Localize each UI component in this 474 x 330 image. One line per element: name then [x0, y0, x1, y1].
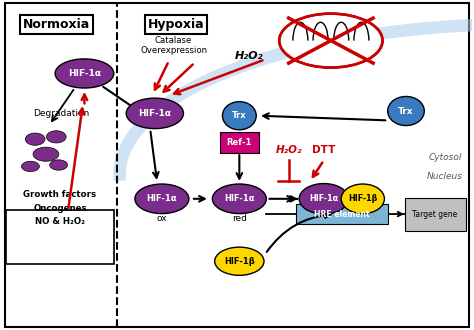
Ellipse shape — [215, 247, 264, 275]
Ellipse shape — [279, 14, 383, 68]
Ellipse shape — [25, 133, 45, 145]
Text: NO & H₂O₂: NO & H₂O₂ — [35, 217, 85, 226]
Text: Growth factors: Growth factors — [23, 190, 97, 199]
Text: H₂O₂: H₂O₂ — [275, 145, 302, 155]
Ellipse shape — [222, 102, 256, 130]
Text: HIF-1β: HIF-1β — [348, 194, 377, 203]
Ellipse shape — [388, 96, 424, 126]
Text: HIF-1α: HIF-1α — [138, 109, 172, 118]
Ellipse shape — [50, 160, 67, 170]
Ellipse shape — [21, 161, 39, 172]
Text: Normoxia: Normoxia — [23, 18, 90, 31]
Text: HIF-1α: HIF-1α — [68, 69, 101, 78]
Text: Hypoxia: Hypoxia — [148, 18, 204, 31]
Text: Degradation: Degradation — [33, 109, 89, 118]
Text: HIF-1β: HIF-1β — [224, 257, 255, 266]
Ellipse shape — [212, 184, 266, 214]
Text: DTT: DTT — [312, 145, 336, 155]
Text: Catalase
Overexpression: Catalase Overexpression — [140, 36, 207, 55]
Text: Ref-1: Ref-1 — [227, 138, 252, 147]
Text: HIF-1α: HIF-1α — [224, 194, 255, 203]
Ellipse shape — [135, 184, 189, 214]
Text: Trx: Trx — [232, 111, 246, 120]
FancyBboxPatch shape — [219, 132, 259, 153]
Text: HRE element: HRE element — [314, 210, 370, 218]
Ellipse shape — [46, 131, 66, 143]
FancyBboxPatch shape — [405, 198, 466, 231]
FancyBboxPatch shape — [5, 3, 469, 327]
Ellipse shape — [33, 147, 59, 161]
Text: Trx: Trx — [398, 107, 414, 116]
Text: HIF-1α: HIF-1α — [146, 194, 177, 203]
FancyBboxPatch shape — [6, 210, 115, 264]
Text: Oncogenes: Oncogenes — [33, 204, 87, 213]
Text: red: red — [232, 214, 247, 223]
Ellipse shape — [299, 183, 348, 214]
Ellipse shape — [55, 59, 114, 88]
Ellipse shape — [126, 98, 183, 129]
Text: Cytosol: Cytosol — [429, 153, 462, 162]
Text: Nucleus: Nucleus — [426, 172, 462, 181]
Text: ox: ox — [156, 214, 167, 223]
Text: HIF-1α: HIF-1α — [309, 194, 338, 203]
Text: H₂O₂: H₂O₂ — [235, 51, 263, 61]
FancyBboxPatch shape — [296, 204, 388, 224]
Ellipse shape — [341, 184, 384, 214]
Text: Target gene: Target gene — [412, 210, 458, 219]
